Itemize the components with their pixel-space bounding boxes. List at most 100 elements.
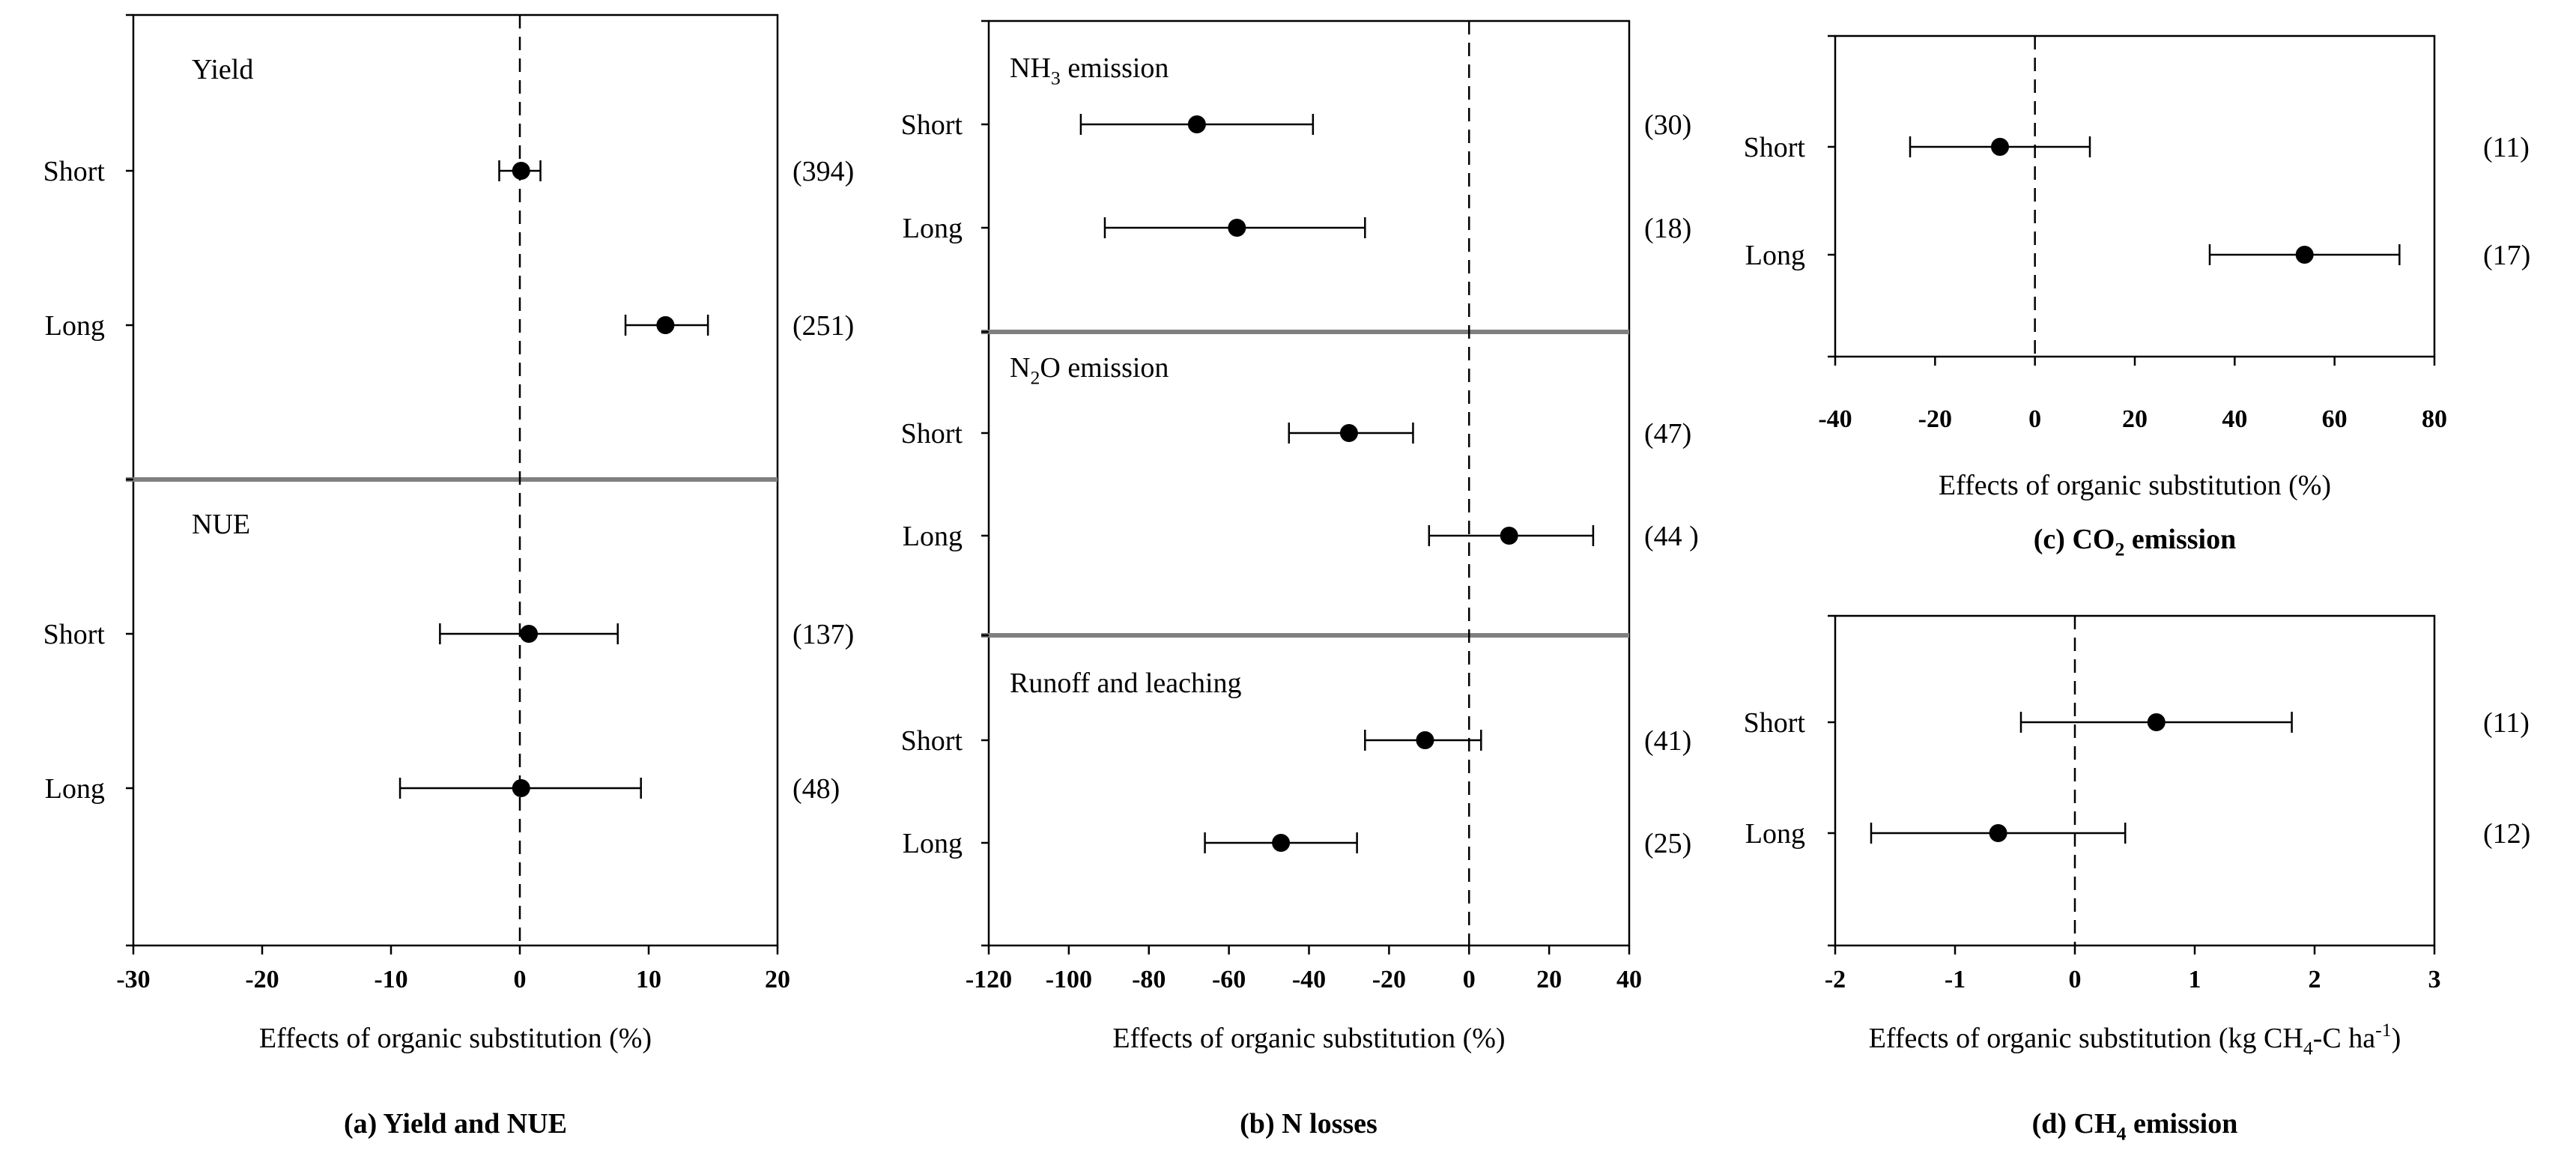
x-tick-label: 3: [2428, 966, 2441, 993]
mean-point: [1272, 834, 1291, 852]
mean-point: [512, 162, 530, 180]
row-label: Short: [1744, 707, 1806, 739]
x-tick-label: -10: [374, 966, 407, 993]
sample-size-label: (25): [1644, 828, 1691, 859]
x-tick-label: 0: [2028, 405, 2041, 433]
x-tick-label: 80: [2422, 405, 2447, 433]
mean-point: [1500, 527, 1518, 545]
caption-text: emission: [2124, 524, 2236, 555]
sample-size-label: (48): [793, 773, 840, 805]
panel-title-text: NH: [1010, 52, 1051, 84]
x-tick-label: -1: [1945, 966, 1966, 993]
mean-point: [2147, 713, 2166, 731]
row-label: Long: [903, 213, 963, 244]
caption-text: CO: [2072, 524, 2115, 555]
figure-caption: (a) Yield and NUE: [344, 1108, 567, 1140]
caption-sub: 4: [2117, 1123, 2127, 1145]
x-axis-label: Effects of organic substitution (kg CH4-…: [1869, 1019, 2401, 1059]
sample-size-label: (41): [1644, 725, 1691, 757]
x-tick-label: -80: [1132, 966, 1166, 993]
sample-size-label: (30): [1644, 109, 1691, 141]
x-axis-label: Effects of organic substitution (%): [1112, 1023, 1505, 1054]
sample-size-label: (11): [2483, 707, 2530, 739]
mean-point: [1187, 115, 1206, 133]
row-label: Long: [45, 773, 105, 805]
row-label: Short: [901, 109, 963, 141]
panel-title-text: N: [1010, 352, 1030, 384]
mean-point: [1991, 138, 2009, 156]
x-tick-label: -60: [1212, 966, 1246, 993]
row-label: Long: [45, 310, 105, 342]
mean-point: [1339, 424, 1358, 442]
mean-point: [656, 316, 675, 334]
x-tick-label: 20: [765, 966, 790, 993]
figure-caption: (b) N losses: [1240, 1108, 1378, 1140]
row-label: Short: [43, 619, 106, 650]
x-tick-label: 1: [2189, 966, 2201, 993]
caption-prefix: (c): [2034, 524, 2073, 555]
row-label: Long: [903, 828, 963, 859]
sample-size-label: (394): [793, 156, 854, 187]
row-label: Short: [43, 156, 106, 187]
panel-title-text: emission: [1061, 52, 1169, 84]
x-axis-label-text: Effects of organic substitution (kg CH: [1869, 1023, 2303, 1054]
x-tick-label: 10: [636, 966, 661, 993]
caption-sub: 2: [2115, 539, 2124, 560]
caption-text: CH: [2074, 1108, 2117, 1140]
caption-text: emission: [2127, 1108, 2238, 1140]
x-axis-label-sup: -1: [2375, 1019, 2392, 1041]
panel-title-sub: 3: [1051, 67, 1061, 89]
plot-frame-c: [1834, 34, 2436, 358]
mean-point: [520, 625, 539, 643]
x-tick-label: -20: [245, 966, 279, 993]
x-tick-label: 40: [1616, 966, 1642, 993]
mean-point: [1416, 731, 1434, 749]
row-label: Short: [901, 725, 963, 757]
sample-size-label: (17): [2483, 240, 2530, 271]
row-label: Short: [1744, 132, 1806, 163]
row-label: Long: [1745, 818, 1805, 850]
x-tick-label: 2: [2309, 966, 2321, 993]
sample-size-label: (47): [1644, 418, 1691, 450]
panel-title: NUE: [192, 509, 250, 540]
caption-prefix: (d): [2032, 1108, 2074, 1140]
sample-size-label: (11): [2483, 132, 2530, 163]
x-tick-label: -40: [1292, 966, 1326, 993]
x-axis-label-text: ): [2392, 1023, 2401, 1054]
panel-title-sub: 2: [1030, 367, 1040, 389]
x-tick-label: -2: [1825, 966, 1846, 993]
x-tick-label: -20: [1918, 405, 1952, 433]
mean-point: [2295, 246, 2314, 264]
x-tick-label: 0: [514, 966, 527, 993]
plot-frame-d: [1834, 614, 2436, 947]
row-label: Long: [1745, 240, 1805, 271]
row-label: Short: [901, 418, 963, 450]
row-label: Long: [903, 521, 963, 552]
panel-title: Runoff and leaching: [1010, 668, 1242, 699]
x-axis-label-sub: 4: [2303, 1038, 2313, 1059]
figure-caption: (d) CH4 emission: [2032, 1108, 2238, 1145]
x-tick-label: -30: [116, 966, 150, 993]
mean-point: [1989, 824, 2007, 842]
sample-size-label: (44 ): [1644, 521, 1699, 552]
x-tick-label: -40: [1818, 405, 1852, 433]
x-axis-label: Effects of organic substitution (%): [259, 1023, 652, 1054]
sample-size-label: (137): [793, 619, 854, 650]
x-axis-label: Effects of organic substitution (%): [1939, 470, 2331, 501]
x-tick-label: -100: [1046, 966, 1092, 993]
x-tick-label: -20: [1372, 966, 1406, 993]
x-tick-label: -120: [966, 966, 1012, 993]
x-tick-label: 20: [2122, 405, 2148, 433]
x-tick-label: 40: [2222, 405, 2247, 433]
panel-title: Yield: [192, 54, 253, 85]
mean-point: [1228, 219, 1246, 237]
panel-title: N2O emission: [1010, 352, 1169, 389]
sample-size-label: (12): [2483, 818, 2530, 850]
x-tick-label: 20: [1536, 966, 1562, 993]
x-tick-label: 0: [2069, 966, 2082, 993]
panel-title: NH3 emission: [1010, 52, 1169, 89]
figure-caption: (c) CO2 emission: [2034, 524, 2236, 560]
x-axis-label-text: -C ha: [2313, 1023, 2376, 1054]
plot-frame-b: [987, 19, 1631, 947]
